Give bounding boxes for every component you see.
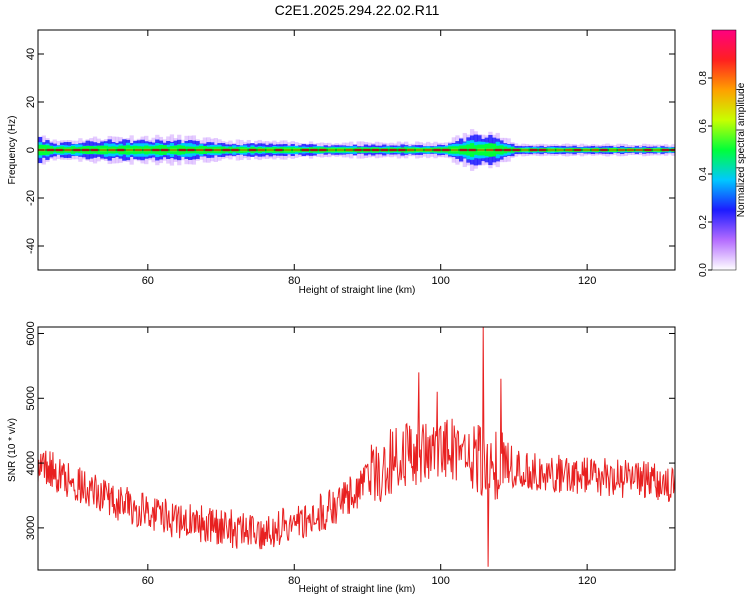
snr-y-label: SNR (10 * v/v)	[7, 418, 18, 482]
colorbar-tick-label: 0.0	[698, 263, 709, 277]
spectrogram-x-tick-label: 100	[432, 275, 450, 287]
colorbar-ticks: 0.0 0.2 0.4 0.6 0.8	[698, 71, 712, 277]
colorbar-tick-label: 0.2	[698, 215, 709, 229]
snr-x-tick-label: 60	[142, 575, 154, 587]
snr-y-tick-label: 4000	[25, 451, 37, 475]
snr-y-tick-label: 6000	[25, 321, 37, 345]
colorbar: 0.0 0.2 0.4 0.6 0.8 Normalized spectral ampl…	[698, 29, 747, 277]
snr-frame	[37, 326, 676, 571]
snr-x-tick-label: 120	[578, 575, 596, 587]
spectrogram-y-tick-label: -40	[25, 238, 37, 254]
spectrogram-y-tick-label: 0	[25, 147, 37, 153]
spectrogram-y-tick-label: 40	[25, 48, 37, 60]
colorbar-tick-label: 0.6	[698, 119, 709, 133]
spectrogram-x-tick-label: 60	[142, 275, 154, 287]
snr-ticks: 60 80 100 120 6000 5000 4000 3000	[25, 321, 675, 587]
snr-y-tick-label: 3000	[25, 516, 37, 540]
spectrogram-x-tick-label: 120	[578, 275, 596, 287]
spectrogram-y-tick-label: -20	[25, 190, 37, 206]
snr-x-label: Height of straight line (km)	[299, 584, 416, 595]
spectrogram-y-tick-label: 20	[25, 96, 37, 108]
snr-series-line	[38, 327, 675, 567]
spectrogram-ticks: 60 80 100 120 40 20 0 -20 -40	[25, 30, 675, 287]
colorbar-tick-label: 0.8	[698, 71, 709, 85]
chart-title: C2E1.2025.294.22.02.R11	[275, 2, 440, 18]
colorbar-gradient	[711, 29, 737, 271]
spectrogram-y-label: Frequency (Hz)	[7, 116, 18, 185]
spectrogram-x-tick-label: 80	[288, 275, 300, 287]
snr-panel: 60 80 100 120 6000 5000 4000 3000 Height of str…	[7, 321, 676, 595]
colorbar-label: Normalized spectral amplitude	[736, 82, 747, 217]
snr-x-tick-label: 100	[432, 575, 450, 587]
snr-plot-area	[38, 327, 675, 570]
spectrogram-panel: 60 80 100 120 40 20 0 -20 -40 Height of straight…	[7, 29, 676, 296]
snr-y-tick-label: 5000	[25, 386, 37, 410]
snr-x-tick-label: 80	[288, 575, 300, 587]
spectrogram-x-label: Height of straight line (km)	[299, 285, 416, 296]
colorbar-tick-label: 0.4	[698, 167, 709, 181]
